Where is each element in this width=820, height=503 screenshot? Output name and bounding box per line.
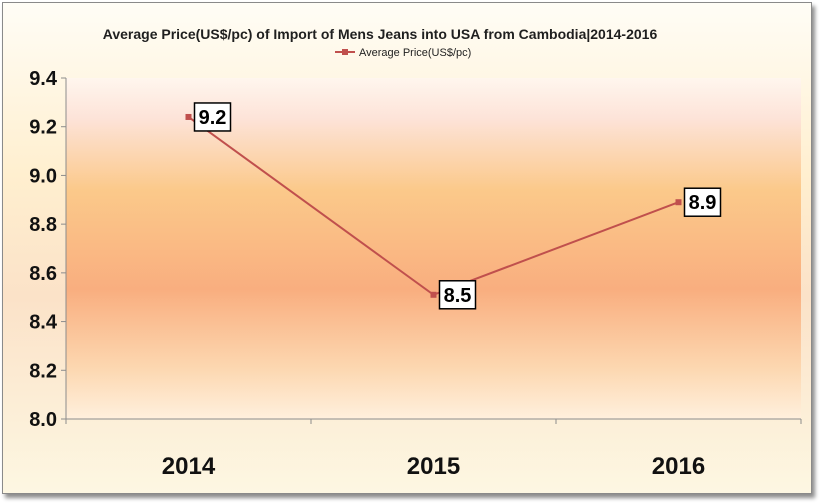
data-label: 8.9 — [689, 192, 717, 214]
series-average-price — [185, 113, 682, 298]
chart-title: Average Price(US$/pc) of Import of Mens … — [103, 26, 658, 42]
data-point-marker — [675, 199, 682, 206]
data-label-box — [193, 102, 232, 132]
data-point-marker — [430, 291, 437, 298]
data-label: 8.5 — [444, 285, 472, 307]
data-point-marker — [185, 113, 192, 120]
y-tick-label: 8.0 — [29, 409, 57, 431]
y-tick-label: 8.6 — [29, 263, 57, 285]
x-tick-label: 2014 — [162, 453, 216, 480]
y-tick-label: 9.2 — [29, 117, 57, 139]
legend-label: Average Price(US$/pc) — [359, 47, 471, 59]
y-tick-label: 9.4 — [29, 68, 58, 90]
y-tick-label: 9.0 — [29, 165, 57, 187]
x-axis: 2014 2015 2016 — [65, 418, 802, 480]
data-label-box — [683, 187, 722, 217]
y-tick-label: 8.2 — [29, 360, 57, 382]
plot-area — [66, 78, 801, 419]
data-label-box — [438, 280, 477, 310]
x-tick-label: 2015 — [407, 453, 460, 480]
data-label: 9.2 — [199, 107, 227, 129]
y-axis: 8.0 8.2 8.4 8.6 8.8 9.0 9.2 9.4 — [29, 68, 67, 431]
legend: Average Price(US$/pc) — [335, 47, 471, 59]
y-tick-label: 8.8 — [29, 214, 57, 236]
legend-marker-swatch — [342, 49, 348, 55]
x-tick-label: 2016 — [652, 453, 705, 480]
y-tick-label: 8.4 — [29, 312, 58, 334]
data-labels: 9.2 8.5 8.9 — [193, 102, 722, 310]
